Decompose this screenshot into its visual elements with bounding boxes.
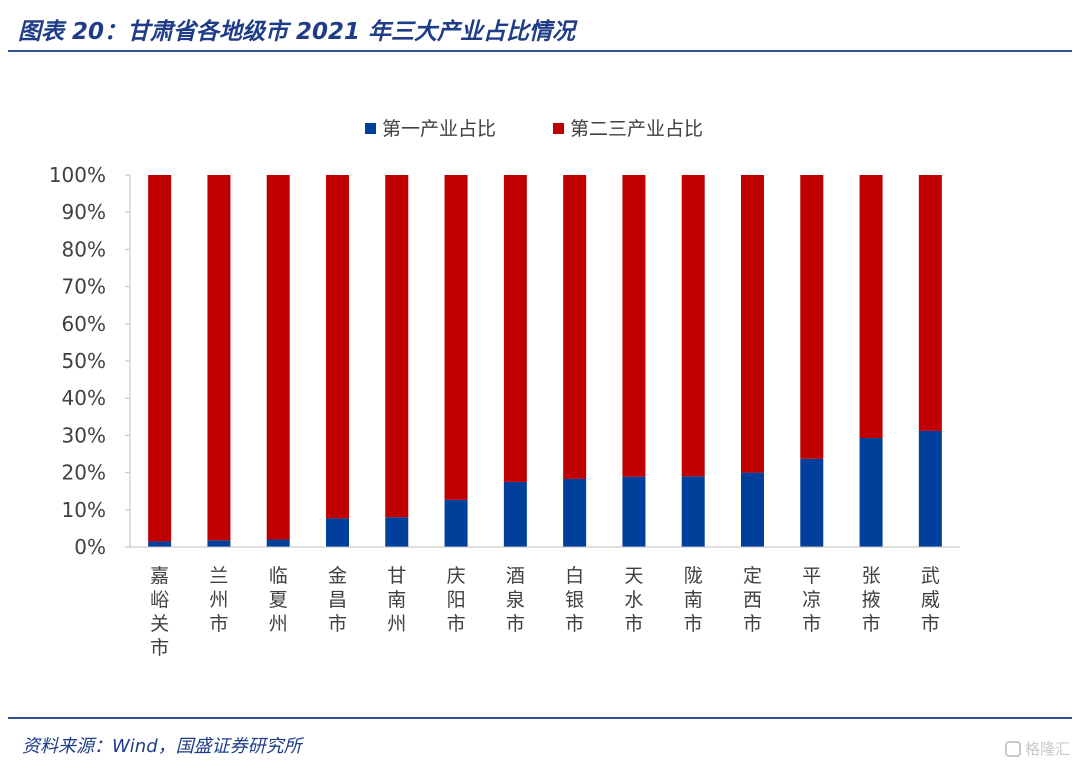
x-tick-label: 庆阳市 <box>447 565 466 635</box>
bar-secondary-11 <box>800 175 824 459</box>
bar-primary-7 <box>563 478 587 547</box>
bar-secondary-0 <box>148 175 172 542</box>
x-tick-label: 嘉峪关市 <box>150 565 169 659</box>
x-tick-label: 张掖市 <box>862 565 881 635</box>
x-tick-label: 甘南州 <box>387 565 406 635</box>
bar-secondary-8 <box>622 175 646 477</box>
y-tick-label: 90% <box>62 200 106 224</box>
chart-title: 图表 20：甘肃省各地级市 2021 年三大产业占比情况 <box>18 19 576 45</box>
y-tick-label: 80% <box>62 237 106 261</box>
bar-primary-9 <box>681 476 705 547</box>
bar-primary-2 <box>266 539 290 547</box>
bar-secondary-2 <box>266 175 290 540</box>
bar-primary-10 <box>741 472 764 547</box>
bar-primary-8 <box>622 476 646 547</box>
y-tick-label: 10% <box>62 498 106 522</box>
x-tick-label: 平凉市 <box>802 565 821 635</box>
x-tick-label: 天水市 <box>624 565 643 635</box>
x-tick-label: 兰州市 <box>209 565 228 635</box>
watermark-text: 格隆汇 <box>1024 740 1070 758</box>
bar-primary-0 <box>148 541 172 547</box>
watermark: 格隆汇 <box>1004 738 1070 759</box>
bar-secondary-7 <box>563 175 587 479</box>
bar-primary-13 <box>918 430 942 547</box>
legend: 第一产业占比 第二三产业占比 <box>365 118 703 140</box>
y-tick-label: 40% <box>62 386 106 410</box>
bars <box>148 175 942 547</box>
legend-swatch-1 <box>553 123 564 134</box>
bar-secondary-9 <box>681 175 705 477</box>
bar-secondary-5 <box>444 175 468 500</box>
header-rule <box>8 50 1072 52</box>
bar-secondary-12 <box>859 175 883 439</box>
x-axis: 嘉峪关市 兰州市 临夏州 金昌市 甘南州 庆阳市 酒泉市 白银市 天水市 陇南市 定西市 平凉市 张掖市… <box>130 546 960 659</box>
x-tick-label: 临夏州 <box>269 565 288 635</box>
x-tick-label: 酒泉市 <box>506 565 525 635</box>
x-tick-label: 金昌市 <box>328 565 347 635</box>
bar-secondary-10 <box>741 175 764 473</box>
y-tick-label: 50% <box>62 349 106 373</box>
source-note: 资料来源：Wind，国盛证券研究所 <box>22 736 302 757</box>
y-tick-label: 20% <box>62 461 106 485</box>
legend-label-1: 第二三产业占比 <box>570 118 703 140</box>
bar-primary-6 <box>503 481 527 547</box>
watermark-logo-icon <box>1004 740 1021 757</box>
x-tick-label: 陇南市 <box>684 565 703 635</box>
stacked-bar-chart: 第一产业占比 第二三产业占比 0% 10% 20% 30% 40% 50% 60% 70% 80%… <box>49 118 960 659</box>
footer-rule <box>8 717 1072 719</box>
bar-secondary-3 <box>326 175 349 519</box>
y-tick-label: 70% <box>62 275 106 299</box>
x-tick-label: 定西市 <box>743 565 762 635</box>
legend-label-0: 第一产业占比 <box>382 118 496 140</box>
y-tick-label: 30% <box>62 423 106 447</box>
bar-secondary-4 <box>385 175 409 518</box>
y-tick-label: 100% <box>49 163 106 187</box>
y-axis: 0% 10% 20% 30% 40% 50% 60% 70% 80% 90% 100% <box>49 163 131 559</box>
bar-primary-11 <box>800 458 824 547</box>
bar-primary-5 <box>444 499 468 547</box>
y-tick-label: 60% <box>62 312 106 336</box>
bar-secondary-6 <box>503 175 527 482</box>
bar-primary-1 <box>207 540 231 547</box>
y-tick-label: 0% <box>74 535 106 559</box>
bar-primary-3 <box>326 518 349 547</box>
legend-swatch-0 <box>365 123 376 134</box>
bar-primary-4 <box>385 517 409 547</box>
bar-secondary-13 <box>918 175 942 431</box>
x-tick-label: 白银市 <box>565 565 584 635</box>
bar-secondary-1 <box>207 175 231 541</box>
bar-primary-12 <box>859 438 883 547</box>
x-tick-label: 武威市 <box>921 565 940 635</box>
